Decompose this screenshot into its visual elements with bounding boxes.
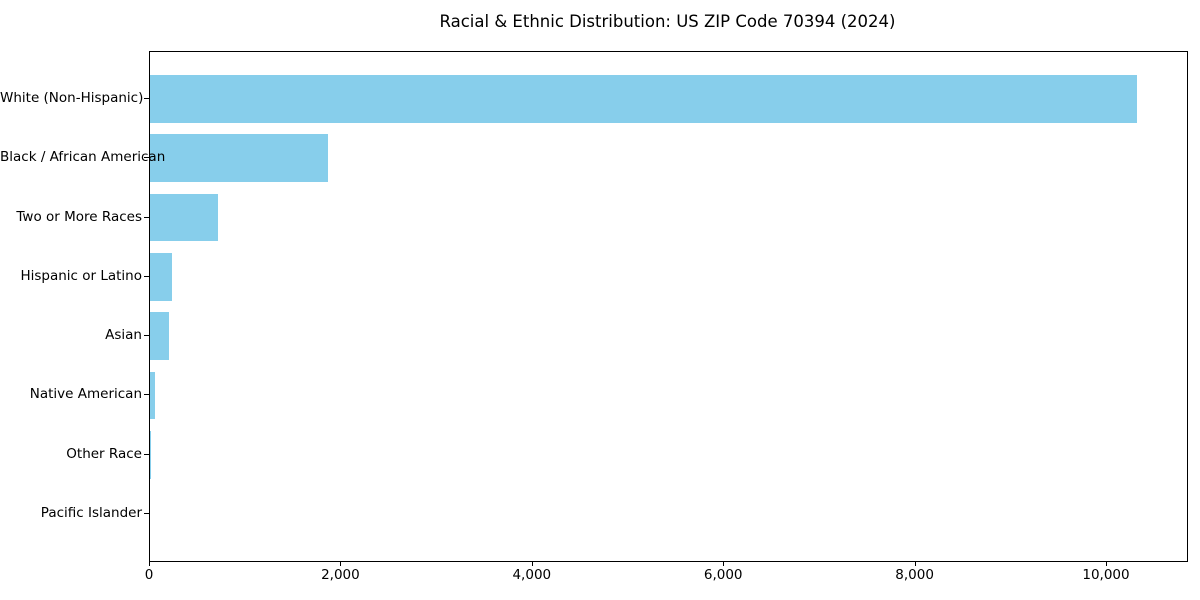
y-tick-label: White (Non-Hispanic) [0, 89, 144, 106]
x-tick-label: 8,000 [895, 567, 934, 583]
x-tick-mark [340, 561, 342, 566]
x-tick-label: 0 [144, 567, 154, 583]
x-tick-mark [531, 561, 533, 566]
y-tick-label: Black / African American [0, 149, 166, 166]
x-tick-label: 10,000 [1082, 567, 1130, 583]
chart-title: Racial & Ethnic Distribution: US ZIP Cod… [439, 12, 896, 31]
y-tick-mark [144, 394, 149, 396]
bar [150, 134, 328, 182]
x-tick-mark [914, 561, 916, 566]
bar [150, 312, 170, 360]
bar [150, 371, 155, 420]
y-tick-label: Other Race [66, 445, 142, 462]
y-tick-label: Asian [105, 327, 142, 344]
y-tick-mark [144, 216, 149, 218]
bar [150, 75, 1137, 123]
y-tick-mark [144, 97, 149, 99]
x-tick-mark [1105, 561, 1107, 566]
x-tick-mark [723, 561, 725, 566]
y-tick-label: Two or More Races [16, 208, 142, 225]
x-tick-mark [149, 561, 150, 566]
plot-area [149, 51, 1188, 562]
y-tick-mark [144, 157, 149, 159]
y-tick-mark [144, 513, 149, 515]
bar [150, 193, 219, 242]
y-tick-mark [144, 335, 149, 337]
y-tick-label: Native American [29, 386, 142, 403]
y-tick-mark [144, 275, 149, 277]
x-tick-label: 4,000 [512, 567, 552, 583]
y-tick-mark [144, 453, 149, 455]
bar [150, 253, 173, 301]
x-tick-label: 2,000 [321, 567, 360, 583]
y-tick-label: Pacific Islander [40, 505, 142, 522]
x-tick-label: 6,000 [703, 567, 743, 583]
y-tick-label: Hispanic or Latino [20, 267, 142, 284]
bar [150, 431, 151, 479]
